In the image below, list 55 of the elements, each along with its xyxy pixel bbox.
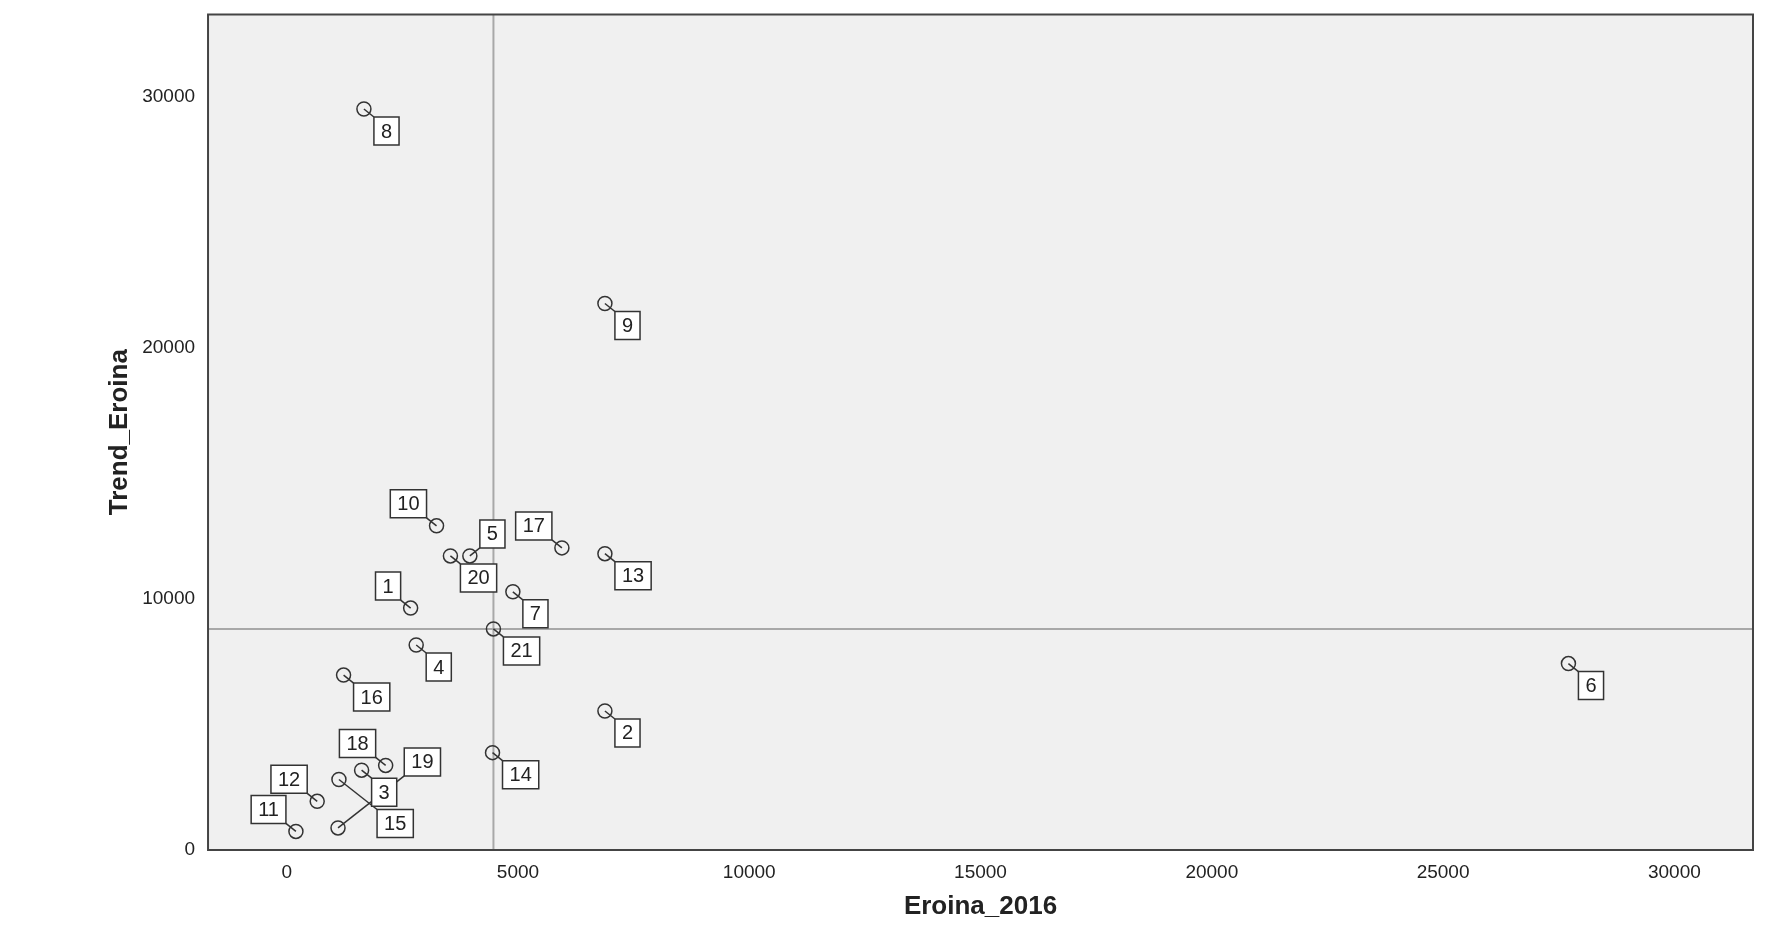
annotation: 5	[486, 522, 498, 545]
annotation: 2	[621, 721, 634, 744]
annotation: 7	[529, 602, 541, 625]
annotation: 19	[411, 750, 434, 773]
point	[377, 757, 394, 774]
x-tick-label: 30000	[1647, 860, 1701, 882]
point	[309, 793, 325, 810]
x-tick-label: 25000	[1416, 860, 1470, 882]
point	[331, 771, 347, 788]
point	[442, 548, 459, 564]
annotation: 4	[433, 655, 445, 678]
annotation: 16	[360, 685, 383, 708]
point	[505, 584, 521, 600]
point	[1560, 655, 1577, 672]
annotation: 8	[380, 119, 393, 142]
point	[462, 548, 478, 564]
x-tick-label: 5000	[496, 860, 540, 882]
point	[288, 823, 304, 840]
point	[597, 295, 613, 312]
y-tick-label: 0	[184, 838, 196, 860]
point	[408, 637, 424, 653]
annotation: 21	[510, 639, 533, 662]
annotation: 12	[277, 767, 301, 790]
annotation: 9	[621, 313, 634, 336]
annotation: 20	[467, 566, 490, 589]
y-axis-title: Trend_Eroina	[102, 348, 133, 516]
x-tick-label: 0	[281, 860, 292, 882]
point	[554, 540, 570, 556]
x-axis-title: Eroina_2016	[903, 889, 1058, 920]
point	[356, 101, 372, 117]
annotation: 14	[509, 763, 532, 786]
annotation: 6	[1585, 674, 1597, 697]
x-tick-label: 10000	[722, 860, 776, 882]
point	[335, 667, 352, 683]
y-tick-label: 10000	[142, 587, 196, 609]
point	[428, 518, 445, 534]
point	[402, 600, 419, 616]
point	[353, 762, 370, 778]
y-tick-label: 30000	[142, 85, 196, 107]
point	[484, 744, 501, 761]
annotation: 10	[397, 492, 420, 515]
annotation: 17	[522, 514, 545, 537]
point	[330, 820, 346, 836]
annotation: 3	[378, 780, 390, 803]
y-tick-label: 20000	[142, 336, 196, 358]
point	[597, 545, 613, 562]
annotation: 18	[346, 731, 369, 754]
point	[597, 703, 613, 719]
annotation: 15	[384, 812, 407, 834]
x-tick-label: 20000	[1185, 860, 1239, 882]
annotation: 11	[258, 797, 279, 820]
annotation: 13	[621, 564, 645, 587]
point	[485, 621, 502, 637]
x-tick-label: 15000	[954, 860, 1007, 882]
annotation: 1	[382, 574, 394, 597]
